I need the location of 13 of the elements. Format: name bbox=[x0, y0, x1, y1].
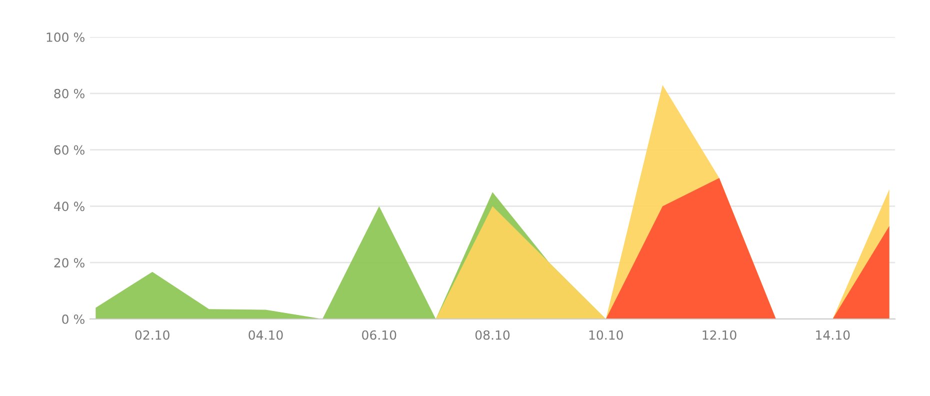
x-tick-label: 10.10 bbox=[589, 330, 623, 340]
y-tick-label: 60 % bbox=[54, 145, 84, 155]
x-tick-label: 12.10 bbox=[702, 330, 736, 340]
y-tick-label: 20 % bbox=[54, 258, 84, 268]
x-tick-label: 08.10 bbox=[475, 330, 510, 340]
x-tick-label: 14.10 bbox=[816, 330, 850, 340]
y-tick-label: 40 % bbox=[54, 202, 84, 212]
x-tick-label: 04.10 bbox=[248, 330, 283, 340]
y-tick-label: 100 % bbox=[46, 32, 84, 42]
y-tick-label: 0 % bbox=[62, 314, 84, 324]
x-tick-label: 02.10 bbox=[135, 330, 170, 340]
y-tick-label: 80 % bbox=[54, 88, 84, 98]
x-tick-label: 06.10 bbox=[362, 330, 396, 340]
